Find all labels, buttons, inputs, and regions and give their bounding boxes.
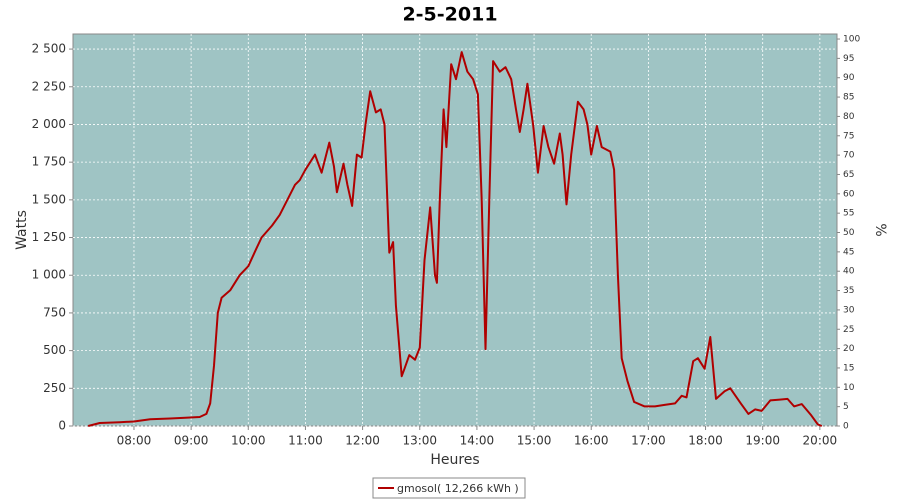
y-tick-label: 2 250 bbox=[32, 79, 66, 93]
x-tick-label: 11:00 bbox=[288, 434, 323, 448]
y2-axis-label: % bbox=[872, 223, 888, 236]
x-tick-label: 09:00 bbox=[174, 434, 209, 448]
y2-tick-label: 70 bbox=[843, 151, 855, 161]
y-axis-label: Watts bbox=[14, 210, 30, 250]
y-tick-label: 500 bbox=[43, 343, 66, 357]
y2-tick-label: 10 bbox=[843, 383, 855, 393]
y2-tick-label: 80 bbox=[843, 112, 855, 122]
legend-label: gmosol( 12,266 kWh ) bbox=[397, 482, 519, 495]
x-tick-label: 17:00 bbox=[631, 434, 666, 448]
x-tick-label: 20:00 bbox=[803, 434, 838, 448]
y2-tick-label: 50 bbox=[843, 228, 855, 238]
y2-tick-label: 85 bbox=[843, 93, 854, 103]
y2-tick-label: 95 bbox=[843, 54, 854, 64]
x-tick-label: 19:00 bbox=[745, 434, 780, 448]
y2-tick-label: 60 bbox=[843, 189, 855, 199]
x-axis-label: Heures bbox=[430, 452, 479, 468]
y-tick-label: 750 bbox=[43, 305, 66, 319]
x-tick-label: 18:00 bbox=[688, 434, 723, 448]
x-tick-label: 16:00 bbox=[574, 434, 609, 448]
y-tick-label: 1 250 bbox=[32, 230, 66, 244]
y2-tick-label: 5 bbox=[843, 402, 849, 412]
y2-tick-label: 90 bbox=[843, 73, 855, 83]
y-tick-label: 250 bbox=[43, 381, 66, 395]
y2-tick-label: 100 bbox=[843, 35, 860, 45]
x-tick-label: 08:00 bbox=[117, 434, 152, 448]
y2-tick-label: 65 bbox=[843, 170, 854, 180]
y2-tick-label: 25 bbox=[843, 325, 854, 335]
plot-area bbox=[72, 33, 838, 427]
x-tick-label: 14:00 bbox=[460, 434, 495, 448]
y-tick-label: 2 500 bbox=[32, 42, 66, 56]
y2-tick-label: 15 bbox=[843, 363, 854, 373]
y2-tick-label: 0 bbox=[843, 422, 849, 432]
y2-tick-label: 35 bbox=[843, 286, 854, 296]
y2-tick-label: 45 bbox=[843, 247, 854, 257]
y2-tick-label: 40 bbox=[843, 267, 855, 277]
chart-title: 2-5-2011 bbox=[402, 4, 497, 26]
y-tick-label: 1 000 bbox=[32, 268, 66, 282]
y-tick-label: 1 500 bbox=[32, 192, 66, 206]
x-tick-label: 15:00 bbox=[517, 434, 552, 448]
line-series bbox=[87, 51, 823, 427]
y-tick-label: 0 bbox=[58, 419, 66, 433]
y2-tick-label: 75 bbox=[843, 131, 854, 141]
x-tick-label: 12:00 bbox=[345, 434, 380, 448]
x-tick-label: 13:00 bbox=[402, 434, 437, 448]
legend bbox=[372, 477, 526, 499]
y2-tick-label: 30 bbox=[843, 305, 855, 315]
y-tick-label: 1 750 bbox=[32, 155, 66, 169]
y2-tick-label: 55 bbox=[843, 209, 854, 219]
x-tick-label: 10:00 bbox=[231, 434, 266, 448]
y-tick-label: 2 000 bbox=[32, 117, 66, 131]
y2-tick-label: 20 bbox=[843, 344, 855, 354]
